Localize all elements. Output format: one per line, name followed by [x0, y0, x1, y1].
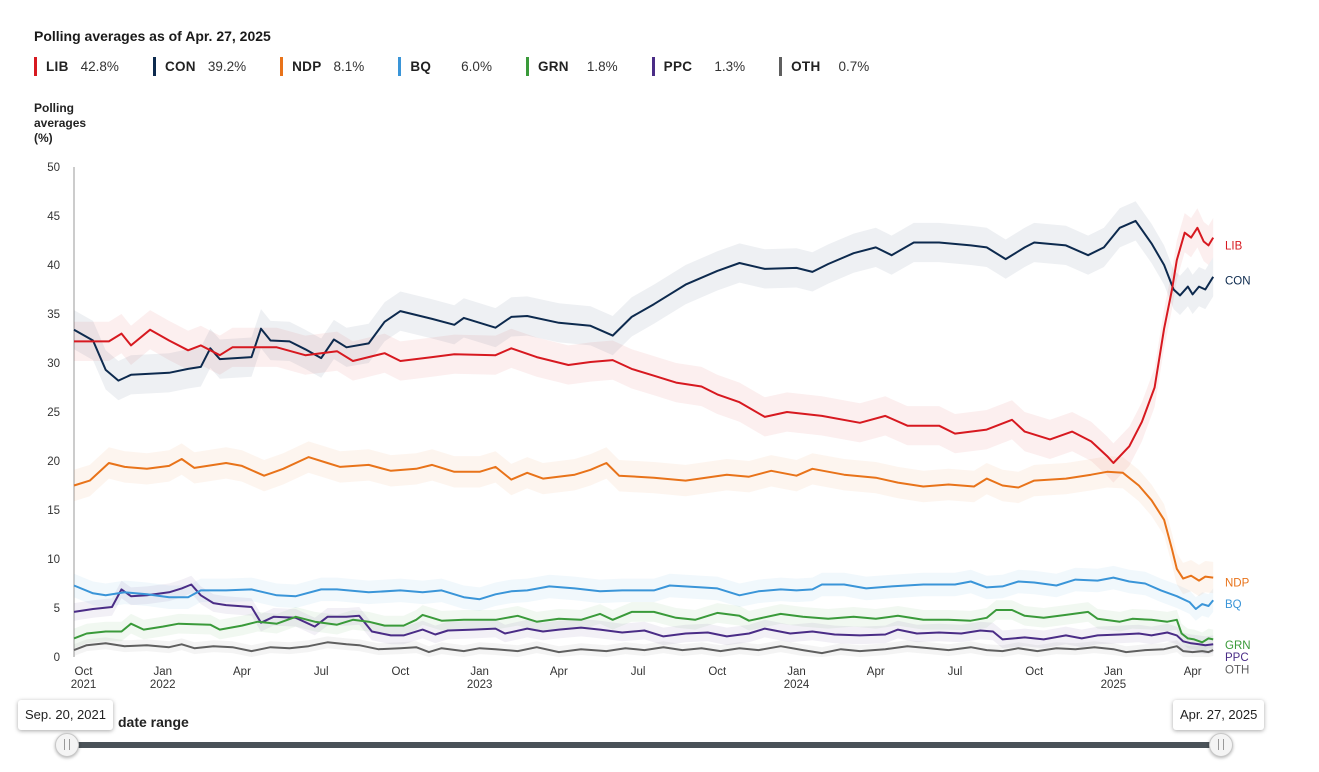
start-date-handle[interactable] — [55, 733, 79, 757]
x-tick-label: Apr — [867, 666, 885, 678]
x-tick-label: Jan — [470, 666, 489, 678]
legend-swatch — [280, 57, 284, 76]
x-tick-label: Jul — [948, 666, 963, 678]
end-label-bq: BQ — [1225, 599, 1242, 611]
date-range-track[interactable] — [67, 742, 1221, 748]
legend-swatch — [398, 57, 402, 76]
series-line-oth — [73, 641, 1214, 655]
legend-party: PPC — [663, 59, 693, 74]
band-con — [74, 201, 1214, 401]
legend-party: OTH — [791, 59, 821, 74]
legend-party: CON — [164, 59, 196, 74]
series-line-lib — [74, 226, 1215, 464]
x-tick-label: Oct — [75, 666, 94, 678]
legend-swatch — [779, 57, 783, 76]
y-tick-label: 30 — [47, 358, 60, 370]
band-lib — [74, 208, 1214, 483]
legend-item-grn: GRN 1.8% — [525, 57, 618, 76]
end-label-lib: LIB — [1225, 240, 1243, 252]
legend-item-ndp: NDP 8.1% — [280, 57, 364, 76]
x-tick-label: Jul — [314, 666, 329, 678]
x-tick-label: Apr — [550, 666, 568, 678]
y-tick-label: 5 — [54, 603, 60, 615]
x-tick-year: 2022 — [150, 679, 176, 691]
band-ndp — [74, 441, 1214, 597]
x-tick-label: Jan — [153, 666, 172, 678]
legend: LIB 42.8% CON 39.2% NDP 8.1% BQ 6.0% GRN… — [34, 57, 903, 76]
y-tick-label: 35 — [47, 309, 60, 321]
y-tick-label: 20 — [47, 456, 60, 468]
legend-value: 39.2% — [207, 59, 247, 74]
end-label-ppc: PPC — [1225, 652, 1249, 664]
legend-party: BQ — [410, 59, 432, 74]
y-tick-label: 45 — [47, 211, 60, 223]
x-tick-label: Apr — [233, 666, 251, 678]
legend-swatch — [525, 57, 529, 76]
y-tick-label: 0 — [54, 652, 60, 664]
band-ppc — [74, 575, 1214, 655]
legend-item-oth: OTH 0.7% — [779, 57, 869, 76]
y-tick-label: 50 — [47, 162, 60, 174]
series-line-bq — [73, 576, 1214, 610]
end-date-label: Apr. 27, 2025 — [1173, 700, 1265, 730]
end-label-con: CON — [1225, 276, 1251, 288]
legend-value: 42.8% — [80, 59, 119, 74]
end-label-oth: OTH — [1225, 665, 1249, 677]
x-tick-label: Jul — [631, 666, 646, 678]
legend-value: 6.0% — [461, 59, 492, 74]
x-tick-label: Oct — [1025, 666, 1044, 678]
legend-party: LIB — [46, 59, 69, 74]
date-range-label: date range — [118, 714, 189, 730]
x-tick-year: 2024 — [784, 679, 810, 691]
y-axis-label-text: Polling averages (%) — [34, 101, 87, 145]
y-tick-label: 10 — [47, 554, 60, 566]
legend-value: 1.8% — [586, 59, 618, 74]
legend-swatch — [152, 57, 156, 76]
legend-item-bq: BQ 6.0% — [398, 57, 492, 76]
series-line-ppc — [73, 583, 1214, 647]
y-tick-label: 40 — [47, 260, 60, 272]
chart-title: Polling averages as of Apr. 27, 2025 — [34, 28, 271, 44]
x-tick-label: Jan — [1104, 666, 1123, 678]
legend-item-lib: LIB 42.8% — [34, 57, 119, 76]
legend-swatch — [651, 57, 655, 76]
legend-party: GRN — [537, 59, 569, 74]
y-axis-label: Polling averages (%) — [34, 101, 94, 146]
legend-item-ppc: PPC 1.3% — [651, 57, 746, 76]
legend-value: 0.7% — [838, 59, 870, 74]
band-oth — [74, 636, 1214, 657]
x-tick-label: Jan — [787, 666, 806, 678]
x-tick-year: 2025 — [1101, 679, 1127, 691]
end-label-grn: GRN — [1225, 640, 1251, 652]
x-tick-label: Oct — [708, 666, 727, 678]
legend-value: 8.1% — [333, 59, 365, 74]
end-label-ndp: NDP — [1225, 578, 1250, 590]
x-tick-label: Apr — [1184, 666, 1202, 678]
series-line-ndp — [73, 456, 1214, 582]
legend-swatch — [34, 57, 37, 76]
y-tick-label: 15 — [47, 505, 60, 517]
x-tick-year: 2021 — [71, 679, 97, 691]
legend-item-con: CON 39.2% — [152, 57, 247, 76]
band-grn — [74, 600, 1214, 653]
y-tick-label: 25 — [47, 407, 60, 419]
x-tick-year: 2023 — [467, 679, 493, 691]
band-bq — [74, 565, 1214, 621]
series-line-grn — [73, 609, 1214, 644]
legend-party: NDP — [292, 59, 322, 74]
legend-value: 1.3% — [714, 59, 746, 74]
start-date-label: Sep. 20, 2021 — [18, 700, 113, 730]
end-date-handle[interactable] — [1209, 733, 1233, 757]
x-tick-label: Oct — [391, 666, 410, 678]
